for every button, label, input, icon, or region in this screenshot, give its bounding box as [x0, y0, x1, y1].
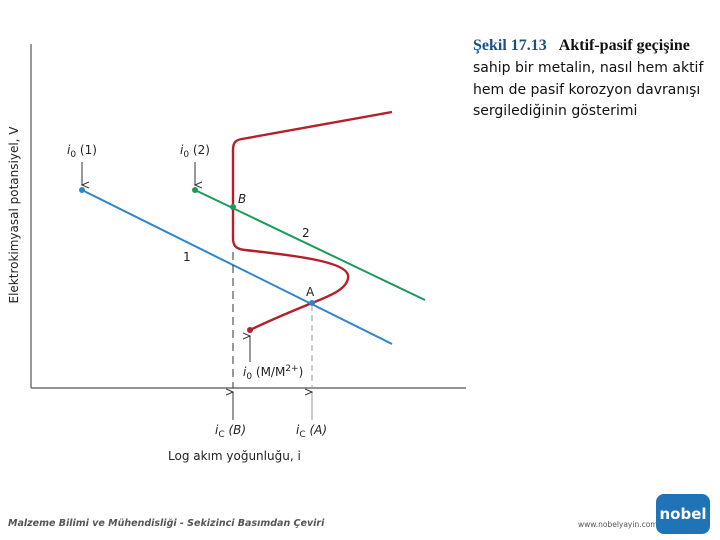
- label-i0-1: i0 (1): [67, 143, 97, 160]
- label-a: A: [306, 285, 315, 299]
- point: [79, 187, 85, 193]
- point-b: [230, 204, 236, 210]
- logo: [656, 494, 710, 534]
- label-line-1: 1: [183, 250, 191, 264]
- label-ic-b: iC (B): [215, 423, 246, 440]
- figure-number: Şekil 17.13 Aktif-pasif geçişine: [473, 37, 690, 54]
- polarization-curve: [231, 110, 393, 332]
- point-a: [309, 300, 315, 306]
- caption-line: sergilediğinin gösterimi: [473, 103, 637, 119]
- point: [247, 327, 253, 333]
- caption: Şekil 17.13 Aktif-pasif geçişine sahip bi…: [473, 37, 704, 119]
- label-i0-2: i0 (2): [180, 143, 210, 160]
- footer-url: www.nobelyayin.com: [578, 520, 658, 529]
- caption-line: hem de pasif korozyon davranışı: [473, 82, 700, 98]
- label-b: B: [238, 192, 246, 206]
- logo-text: nobel: [659, 505, 706, 523]
- footer-text: Malzeme Bilimi ve Mühendisliği - Sekizin…: [8, 518, 325, 529]
- label-i0-m: i0 (M/M2+): [243, 364, 303, 382]
- caption-line: sahip bir metalin, nasıl hem aktif: [473, 60, 704, 76]
- line-1: [81, 189, 393, 345]
- y-axis-label: Elektrokimyasal potansiyel, V: [7, 126, 21, 304]
- label-line-2: 2: [302, 226, 310, 240]
- line-2: [194, 189, 426, 301]
- point: [192, 187, 198, 193]
- label-ic-a: iC (A): [296, 423, 327, 440]
- x-axis-label: Log akım yoğunluğu, i: [168, 449, 301, 463]
- axes: [30, 44, 466, 389]
